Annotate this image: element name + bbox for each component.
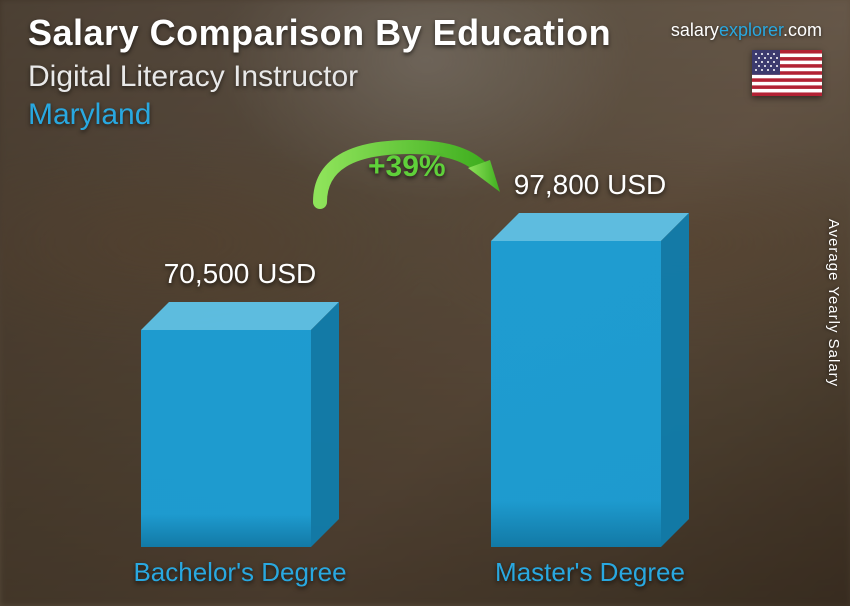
job-title: Digital Literacy Instructor [28, 60, 830, 94]
bar-front-face [491, 241, 661, 547]
bar-side-face [311, 302, 339, 547]
bar-3d [491, 213, 689, 547]
bar-value-label: 70,500 USD [90, 258, 390, 290]
bar-side-face [661, 213, 689, 547]
bar-front-face [141, 330, 311, 547]
bar-top-face [491, 213, 689, 241]
bar-category-label: Master's Degree [440, 557, 740, 588]
watermark-suffix: .com [783, 20, 822, 40]
bar-group: 70,500 USD Bachelor's Degree [90, 258, 390, 588]
bar-category-label: Bachelor's Degree [90, 557, 390, 588]
watermark: salaryexplorer.com [671, 20, 822, 41]
bar-top-face [141, 302, 339, 330]
location-label: Maryland [28, 98, 830, 132]
bar-group: 97,800 USD Master's Degree [440, 169, 740, 588]
bar-chart: 70,500 USD Bachelor's Degree 97,800 USD Mas… [0, 148, 850, 588]
bar-value-label: 97,800 USD [440, 169, 740, 201]
watermark-prefix: salary [671, 20, 719, 40]
watermark-accent: explorer [719, 20, 783, 40]
us-flag-icon [752, 50, 822, 96]
percent-increase-badge: +39% [368, 150, 446, 184]
bar-3d [141, 302, 339, 547]
